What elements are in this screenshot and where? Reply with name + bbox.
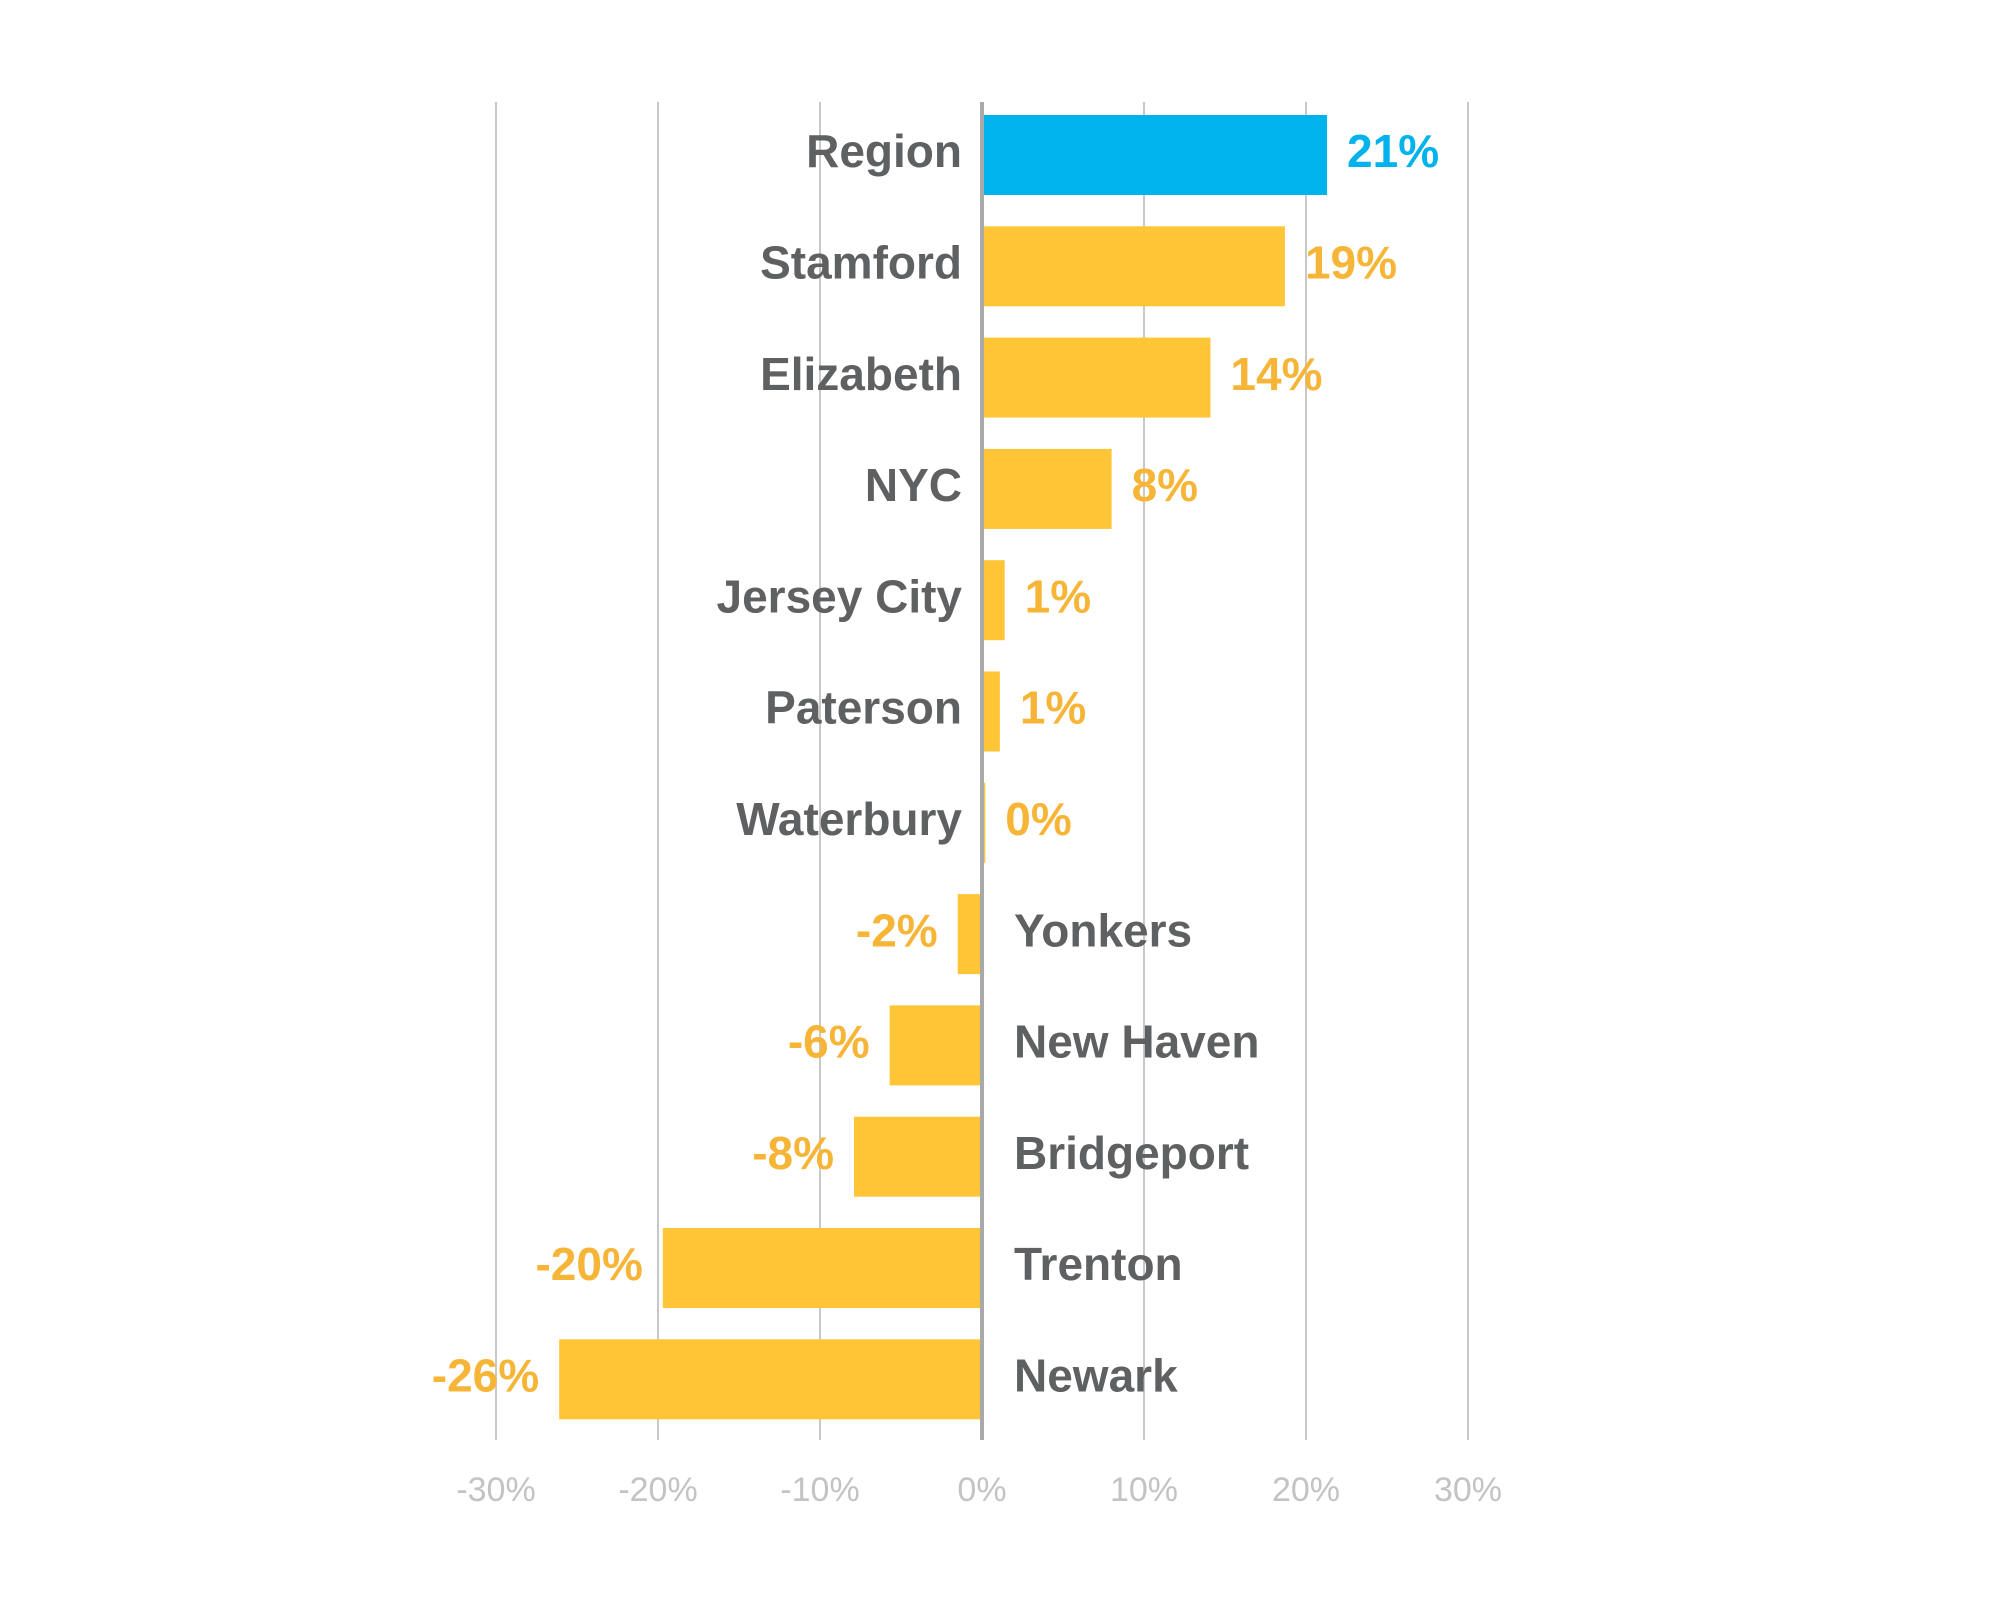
category-label: Bridgeport <box>1014 1127 1249 1179</box>
value-label: 1% <box>1020 682 1086 734</box>
category-label: Jersey City <box>717 570 963 622</box>
category-label: Newark <box>1014 1349 1178 1401</box>
bar <box>982 115 1328 195</box>
x-tick-label: -20% <box>618 1471 697 1509</box>
bar <box>982 671 1000 752</box>
value-label: -6% <box>788 1016 870 1068</box>
x-tick-label: 20% <box>1272 1471 1340 1509</box>
category-label: Paterson <box>765 682 962 734</box>
category-label: NYC <box>865 459 962 511</box>
gridlines <box>495 102 1469 1440</box>
bar <box>854 1116 982 1197</box>
category-label: New Haven <box>1014 1016 1259 1068</box>
x-tick-label: -30% <box>456 1471 535 1509</box>
value-label: 14% <box>1230 348 1322 400</box>
x-tick-label: 10% <box>1110 1471 1178 1509</box>
bar <box>982 226 1285 307</box>
x-tick-label: 0% <box>957 1471 1006 1509</box>
category-label: Trenton <box>1014 1238 1183 1290</box>
bars <box>559 115 1328 1420</box>
value-label: 0% <box>1005 793 1071 845</box>
category-label: Stamford <box>760 236 962 288</box>
bar <box>982 337 1211 418</box>
category-label: Waterbury <box>736 793 962 845</box>
bar <box>957 894 982 975</box>
x-tick-label: 30% <box>1434 1471 1502 1509</box>
bar <box>559 1339 982 1420</box>
value-label: 8% <box>1132 459 1198 511</box>
value-label: 19% <box>1305 236 1397 288</box>
category-label: Yonkers <box>1014 904 1192 956</box>
labels: Region 21% Stamford 19% Elizabeth 14% NYC 8% Jer… <box>432 125 1439 1401</box>
bar <box>982 560 1005 641</box>
value-label: -26% <box>432 1349 539 1401</box>
value-label: -8% <box>752 1127 834 1179</box>
category-label: Region <box>806 125 962 177</box>
bar <box>982 448 1112 529</box>
x-axis-ticks: -30% -20% -10% 0% 10% 20% 30% <box>456 1471 1502 1509</box>
category-label: Elizabeth <box>760 348 962 400</box>
value-label: 21% <box>1347 125 1439 177</box>
value-label: -20% <box>535 1238 642 1290</box>
value-label: -2% <box>856 904 938 956</box>
value-label: 1% <box>1025 570 1091 622</box>
bar <box>662 1228 982 1308</box>
bar <box>889 1005 982 1086</box>
x-tick-label: -10% <box>780 1471 859 1509</box>
